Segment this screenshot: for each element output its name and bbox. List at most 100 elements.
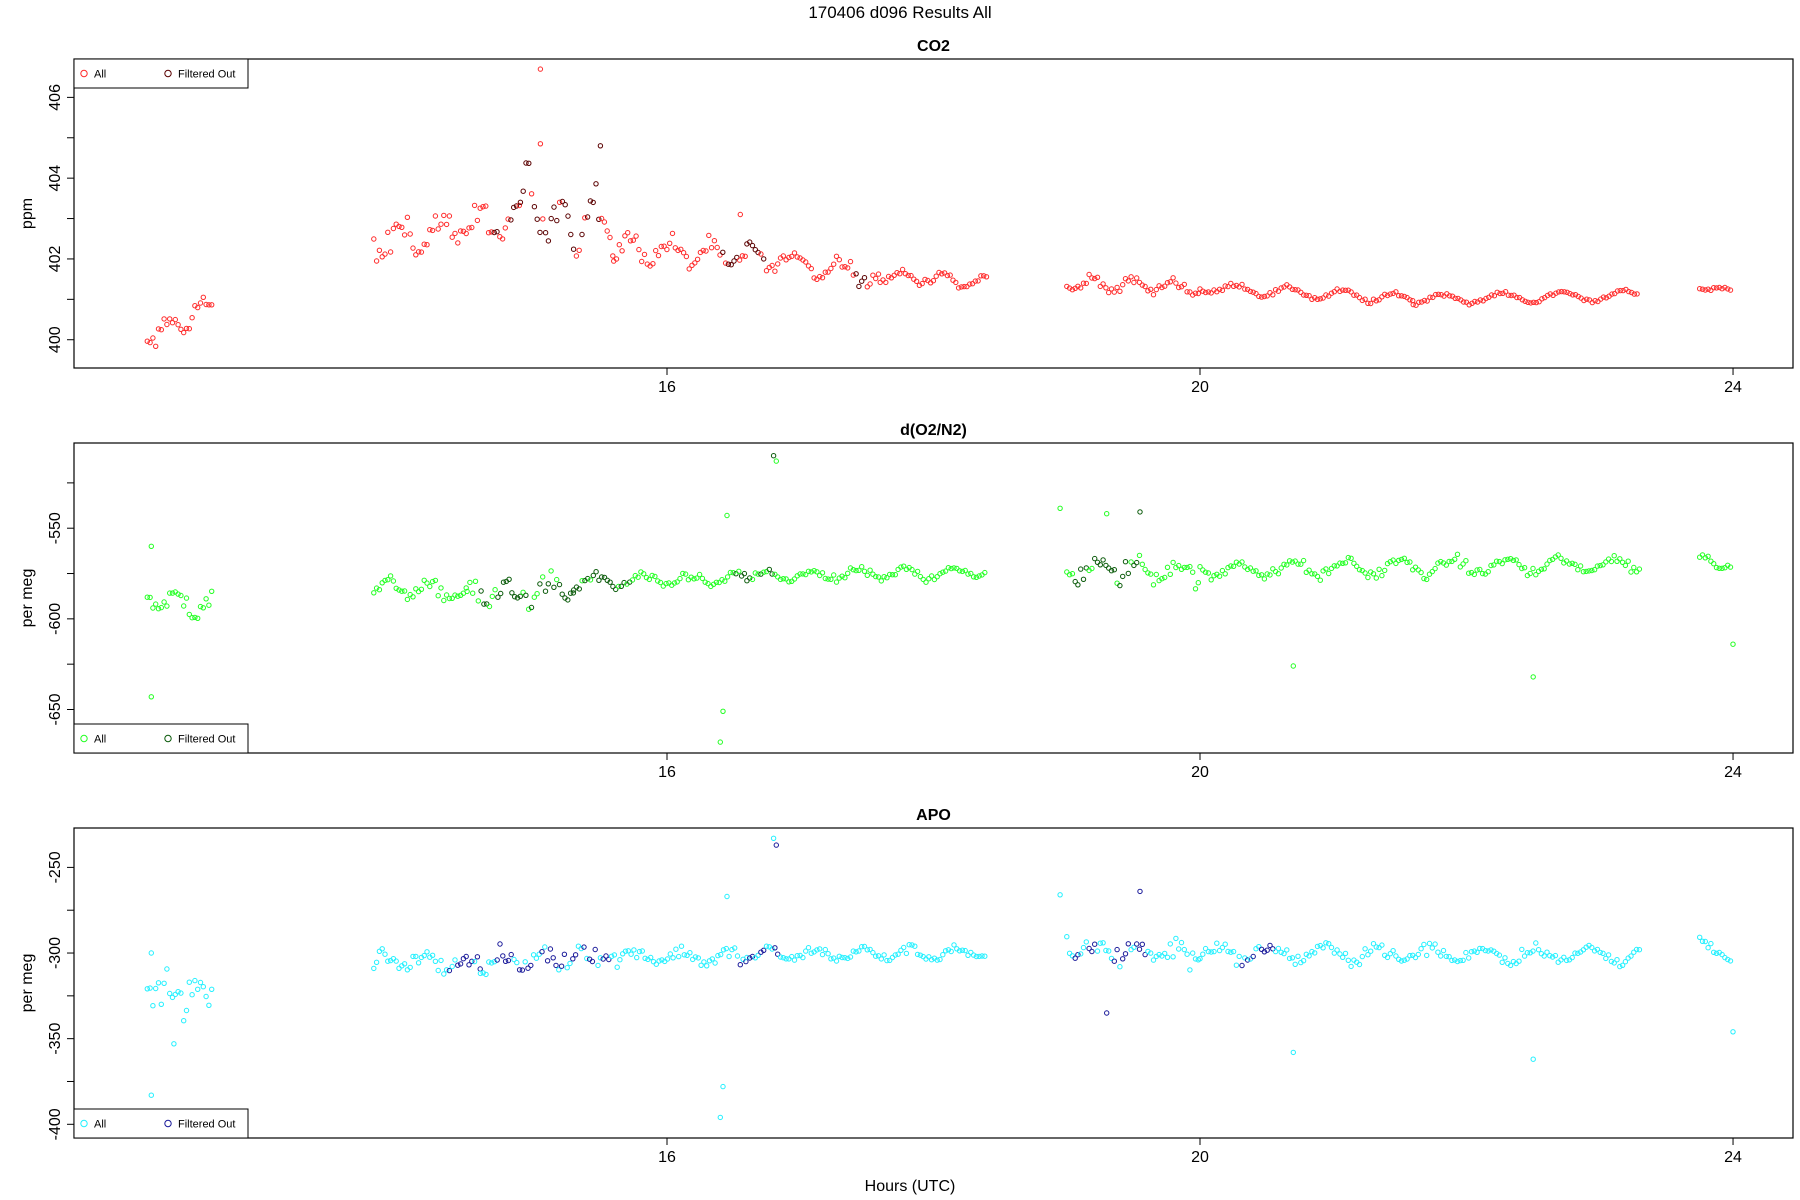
data-point	[413, 586, 419, 592]
data-point	[1505, 556, 1511, 562]
data-point	[833, 579, 840, 585]
data-point	[639, 948, 645, 954]
data-point	[471, 202, 478, 209]
filtered-point	[505, 957, 512, 964]
data-point	[1494, 289, 1500, 295]
data-point	[1153, 286, 1160, 293]
data-point	[1580, 569, 1587, 575]
data-point	[1136, 552, 1143, 559]
filtered-point	[545, 581, 551, 587]
data-point	[1591, 948, 1598, 954]
data-point	[982, 569, 988, 576]
data-point	[669, 230, 676, 237]
data-point	[791, 576, 798, 582]
data-point	[833, 958, 840, 964]
data-point	[675, 247, 681, 254]
data-point	[1292, 961, 1298, 967]
data-point	[556, 199, 563, 206]
data-point	[390, 225, 397, 232]
data-point	[477, 970, 484, 977]
data-point	[1356, 567, 1363, 573]
data-point	[1108, 286, 1115, 292]
filtered-point	[1120, 956, 1126, 962]
data-point	[1153, 571, 1160, 578]
data-point	[1699, 938, 1706, 944]
data-point	[692, 954, 699, 960]
data-point	[155, 326, 162, 332]
data-point	[780, 253, 786, 259]
filtered-point	[1270, 946, 1276, 952]
data-point	[711, 238, 718, 244]
data-point	[373, 585, 380, 591]
data-point	[727, 569, 734, 576]
data-point	[845, 570, 851, 576]
data-point	[505, 216, 511, 222]
data-point	[1418, 569, 1424, 576]
data-point	[831, 261, 837, 267]
data-point	[976, 573, 982, 579]
data-point	[483, 971, 489, 978]
data-point	[446, 213, 453, 219]
data-point	[1533, 299, 1540, 306]
filtered-point	[542, 230, 549, 236]
data-point	[791, 250, 798, 256]
data-point	[1502, 955, 1508, 961]
data-point	[1131, 944, 1137, 950]
data-point	[1326, 570, 1332, 577]
data-point	[472, 578, 479, 584]
data-point	[1106, 289, 1112, 296]
data-point	[1373, 944, 1380, 950]
data-point	[1376, 566, 1382, 572]
data-point	[791, 957, 798, 963]
data-point	[1075, 283, 1081, 289]
data-point	[803, 948, 809, 954]
data-point	[1713, 564, 1720, 571]
filtered-point	[853, 271, 859, 277]
data-point	[657, 579, 664, 586]
filtered-point	[558, 963, 565, 969]
legend-label: Filtered Out	[178, 1119, 235, 1131]
data-point	[1549, 954, 1556, 960]
y-axis-label: ppm	[19, 198, 36, 229]
filtered-point	[613, 586, 619, 593]
data-point	[1600, 294, 1607, 300]
data-point	[1452, 556, 1458, 562]
panel-3: APO 16 20 24 -250 -300 -350 -400 per meg All Filte…	[19, 807, 1794, 1166]
data-point	[819, 570, 826, 576]
data-point	[1306, 567, 1312, 573]
filtered-point	[747, 575, 753, 581]
filtered-point	[1137, 509, 1143, 515]
data-point	[164, 603, 170, 609]
data-point	[945, 565, 952, 571]
filtered-point	[752, 247, 758, 253]
data-point	[775, 261, 781, 267]
data-point	[864, 284, 870, 290]
y-tick-label: -600	[47, 603, 64, 635]
data-point	[1485, 948, 1491, 954]
data-point	[1636, 566, 1643, 572]
data-point	[680, 250, 687, 256]
filtered-point	[534, 216, 540, 222]
filtered-point	[734, 254, 740, 261]
data-point	[183, 1007, 190, 1014]
data-point	[1187, 563, 1193, 570]
data-point	[1591, 567, 1598, 573]
data-point	[1619, 559, 1626, 565]
data-point	[1083, 939, 1090, 945]
data-point	[856, 567, 862, 573]
data-point	[755, 571, 761, 577]
data-point	[648, 954, 654, 961]
y-tick-label: 400	[47, 326, 64, 353]
filtered-point	[1136, 946, 1143, 952]
data-point	[477, 205, 483, 211]
data-point	[825, 951, 831, 957]
data-point	[1342, 560, 1349, 566]
data-point	[522, 959, 528, 965]
data-point	[780, 955, 786, 961]
data-point	[1525, 299, 1531, 305]
data-point	[147, 985, 153, 991]
data-point	[1413, 302, 1419, 308]
data-point	[817, 273, 823, 280]
data-point	[485, 230, 492, 236]
data-point	[1390, 557, 1396, 563]
